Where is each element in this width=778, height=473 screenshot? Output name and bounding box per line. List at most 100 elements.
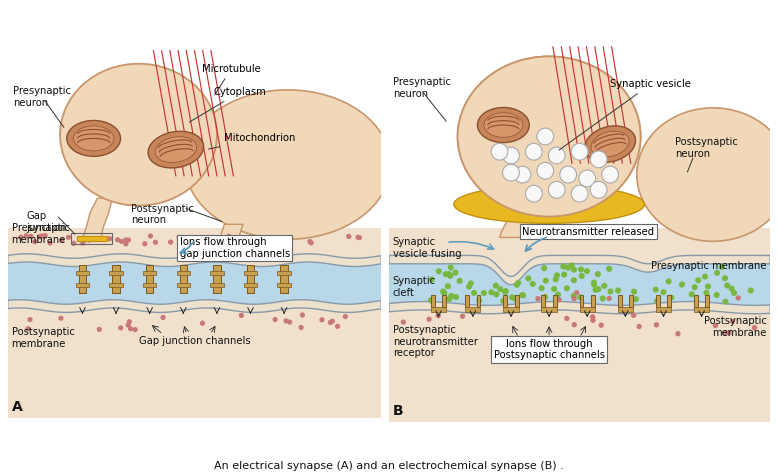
Circle shape <box>608 289 614 295</box>
Circle shape <box>287 242 293 247</box>
Circle shape <box>283 318 289 324</box>
Circle shape <box>723 330 728 335</box>
FancyBboxPatch shape <box>79 265 86 293</box>
Circle shape <box>696 277 701 283</box>
Circle shape <box>497 286 503 292</box>
Circle shape <box>595 271 601 277</box>
Ellipse shape <box>67 121 121 157</box>
Text: Presynaptic
membrane: Presynaptic membrane <box>12 223 69 245</box>
FancyBboxPatch shape <box>210 282 223 287</box>
Circle shape <box>591 151 607 168</box>
Circle shape <box>728 286 734 292</box>
Ellipse shape <box>457 56 640 217</box>
Ellipse shape <box>155 137 197 163</box>
Circle shape <box>598 323 604 328</box>
Polygon shape <box>389 255 770 285</box>
Ellipse shape <box>148 131 204 168</box>
Circle shape <box>551 286 557 292</box>
Circle shape <box>601 283 608 289</box>
Circle shape <box>538 285 545 291</box>
Circle shape <box>556 297 562 302</box>
FancyBboxPatch shape <box>591 295 595 307</box>
Circle shape <box>71 241 76 246</box>
Circle shape <box>702 273 708 280</box>
Circle shape <box>601 166 619 183</box>
Circle shape <box>58 315 64 321</box>
Circle shape <box>571 143 588 160</box>
Circle shape <box>47 240 53 245</box>
FancyBboxPatch shape <box>580 295 584 307</box>
FancyBboxPatch shape <box>244 282 258 287</box>
Circle shape <box>569 263 574 269</box>
Circle shape <box>448 293 454 299</box>
FancyBboxPatch shape <box>656 295 660 307</box>
Circle shape <box>86 237 92 243</box>
Circle shape <box>428 298 434 304</box>
Text: Postsynaptic
neuron: Postsynaptic neuron <box>675 137 738 159</box>
Circle shape <box>600 295 606 301</box>
FancyBboxPatch shape <box>77 236 107 242</box>
Circle shape <box>555 291 561 298</box>
Circle shape <box>727 330 732 335</box>
Text: Cytoplasm: Cytoplasm <box>189 88 266 122</box>
Polygon shape <box>389 301 770 314</box>
Text: Synaptic vesicle: Synaptic vesicle <box>559 79 691 150</box>
Circle shape <box>502 289 508 295</box>
Text: Microtubule: Microtubule <box>202 64 261 95</box>
Circle shape <box>565 265 571 271</box>
Text: Presynaptic
neuron: Presynaptic neuron <box>393 78 450 99</box>
FancyBboxPatch shape <box>580 307 595 312</box>
Circle shape <box>445 283 450 289</box>
Circle shape <box>466 283 472 289</box>
FancyBboxPatch shape <box>465 295 469 307</box>
FancyBboxPatch shape <box>75 282 89 287</box>
Circle shape <box>128 326 133 332</box>
Circle shape <box>591 281 598 288</box>
Circle shape <box>503 147 520 164</box>
Circle shape <box>29 234 33 239</box>
FancyBboxPatch shape <box>443 295 446 307</box>
Text: Ions flow through
gap junction channels: Ions flow through gap junction channels <box>180 237 290 259</box>
Circle shape <box>343 314 348 319</box>
Ellipse shape <box>73 126 114 151</box>
Circle shape <box>560 263 566 270</box>
Circle shape <box>127 319 132 324</box>
Circle shape <box>595 286 601 292</box>
FancyBboxPatch shape <box>143 272 156 275</box>
Text: Presynaptic membrane: Presynaptic membrane <box>651 261 766 271</box>
Circle shape <box>554 272 560 279</box>
Circle shape <box>713 323 718 328</box>
Circle shape <box>453 294 459 300</box>
Circle shape <box>446 271 452 277</box>
Circle shape <box>471 290 477 296</box>
Circle shape <box>503 164 520 181</box>
Circle shape <box>514 166 531 183</box>
Circle shape <box>457 278 463 284</box>
FancyBboxPatch shape <box>629 295 633 307</box>
Polygon shape <box>8 262 381 304</box>
Circle shape <box>571 277 577 283</box>
Circle shape <box>287 319 293 324</box>
Circle shape <box>703 290 710 296</box>
Circle shape <box>731 290 737 296</box>
Circle shape <box>723 298 728 305</box>
FancyBboxPatch shape <box>431 307 446 312</box>
FancyBboxPatch shape <box>143 282 156 287</box>
Circle shape <box>160 315 166 320</box>
Circle shape <box>571 185 588 202</box>
Circle shape <box>39 233 44 238</box>
Bar <box>8 228 381 419</box>
Circle shape <box>584 268 590 274</box>
Circle shape <box>574 290 580 295</box>
FancyBboxPatch shape <box>244 272 258 275</box>
Circle shape <box>489 289 494 295</box>
Circle shape <box>468 280 474 287</box>
Circle shape <box>132 327 138 332</box>
Circle shape <box>443 271 449 277</box>
Text: Mitochondrion: Mitochondrion <box>209 133 296 149</box>
Circle shape <box>319 317 324 323</box>
Ellipse shape <box>457 56 640 217</box>
Circle shape <box>335 324 340 329</box>
Circle shape <box>722 275 728 281</box>
Circle shape <box>519 292 525 298</box>
